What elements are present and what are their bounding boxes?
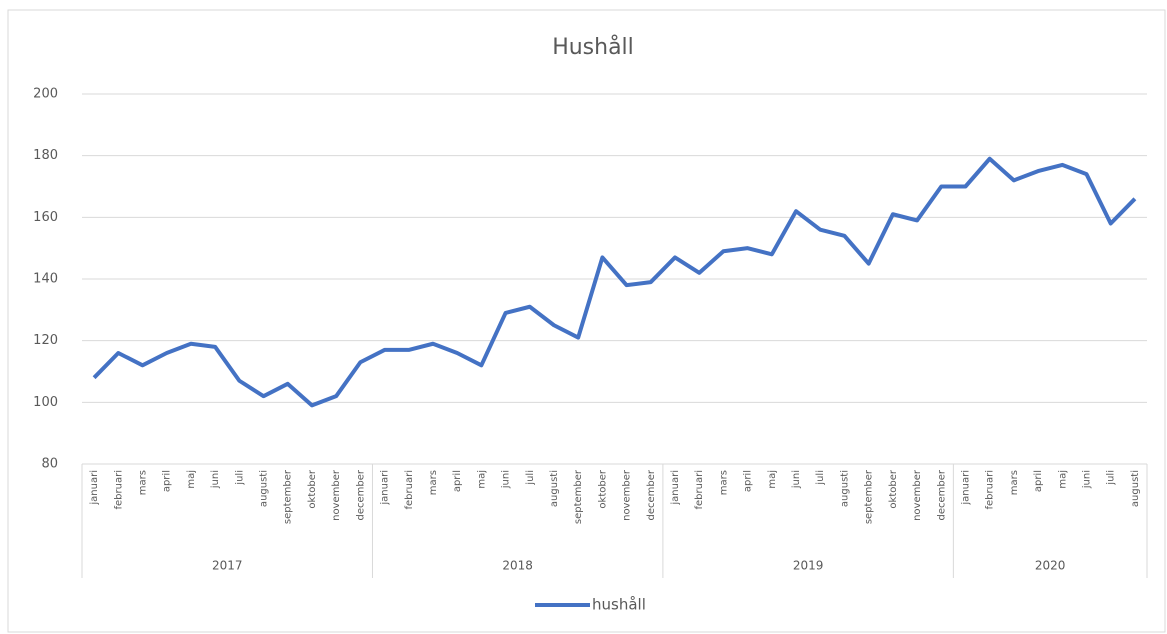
x-tick-label: augusti (259, 470, 270, 507)
x-tick-label: januari (380, 470, 391, 506)
x-tick-label: april (743, 470, 754, 492)
group-label: 2017 (212, 559, 243, 573)
x-tick-label: augusti (1130, 470, 1141, 507)
chart-title: Hushåll (552, 34, 634, 60)
y-tick-label: 100 (33, 395, 58, 410)
group-label: 2018 (502, 559, 533, 573)
x-tick-label: november (331, 469, 342, 521)
x-tick-label: juli (815, 470, 826, 486)
x-tick-label: februari (113, 470, 124, 510)
x-tick-label: november (622, 469, 633, 521)
y-tick-label: 160 (33, 210, 58, 225)
x-tick-label: februari (404, 470, 415, 510)
y-tick-label: 80 (41, 457, 58, 472)
chart-frame (7, 9, 1166, 633)
x-tick-label: mars (718, 470, 729, 495)
x-tick-label: januari (670, 470, 681, 506)
x-tick-label: maj (767, 470, 778, 489)
x-tick-label: september (864, 469, 875, 524)
y-tick-label: 180 (33, 148, 58, 163)
x-tick-label: april (1033, 470, 1044, 492)
x-tick-label: september (573, 469, 584, 524)
x-tick-label: januari (960, 470, 971, 506)
line-series (92, 156, 1137, 408)
x-tick-label: oktober (888, 469, 899, 508)
x-tick-label: juni (210, 470, 221, 489)
x-tick-label: april (452, 470, 463, 492)
x-tick-label: juli (525, 470, 536, 486)
x-tick-label: januari (89, 470, 100, 506)
legend-label: hushåll (592, 596, 646, 614)
x-tick-label: juni (1081, 470, 1092, 489)
x-tick-label: juli (234, 470, 245, 486)
x-tick-label: september (283, 469, 294, 524)
group-label: 2020 (1035, 559, 1066, 573)
x-tick-label: oktober (597, 469, 608, 508)
x-tick-label: mars (428, 470, 439, 495)
x-tick-label: december (355, 469, 366, 520)
x-tick-label: februari (694, 470, 705, 510)
x-tick-label: mars (1009, 470, 1020, 495)
x-tick-label: december (936, 469, 947, 520)
x-tick-label: augusti (839, 470, 850, 507)
x-tick-label: mars (138, 470, 149, 495)
x-tick-label: februari (985, 470, 996, 510)
x-tick-label: december (646, 469, 657, 520)
y-tick-label: 140 (33, 272, 58, 287)
x-tick-label: maj (1057, 470, 1068, 489)
x-tick-label: juli (1106, 470, 1117, 486)
x-tick-label: oktober (307, 469, 318, 508)
y-tick-label: 200 (33, 87, 58, 102)
x-tick-label: augusti (549, 470, 560, 507)
group-label: 2019 (793, 559, 824, 573)
y-tick-label: 120 (33, 333, 58, 348)
x-tick-label: maj (476, 470, 487, 489)
x-tick-label: juni (501, 470, 512, 489)
x-tick-label: juni (791, 470, 802, 489)
x-tick-label: november (912, 469, 923, 521)
x-tick-label: maj (186, 470, 197, 489)
x-tick-label: april (162, 470, 173, 492)
